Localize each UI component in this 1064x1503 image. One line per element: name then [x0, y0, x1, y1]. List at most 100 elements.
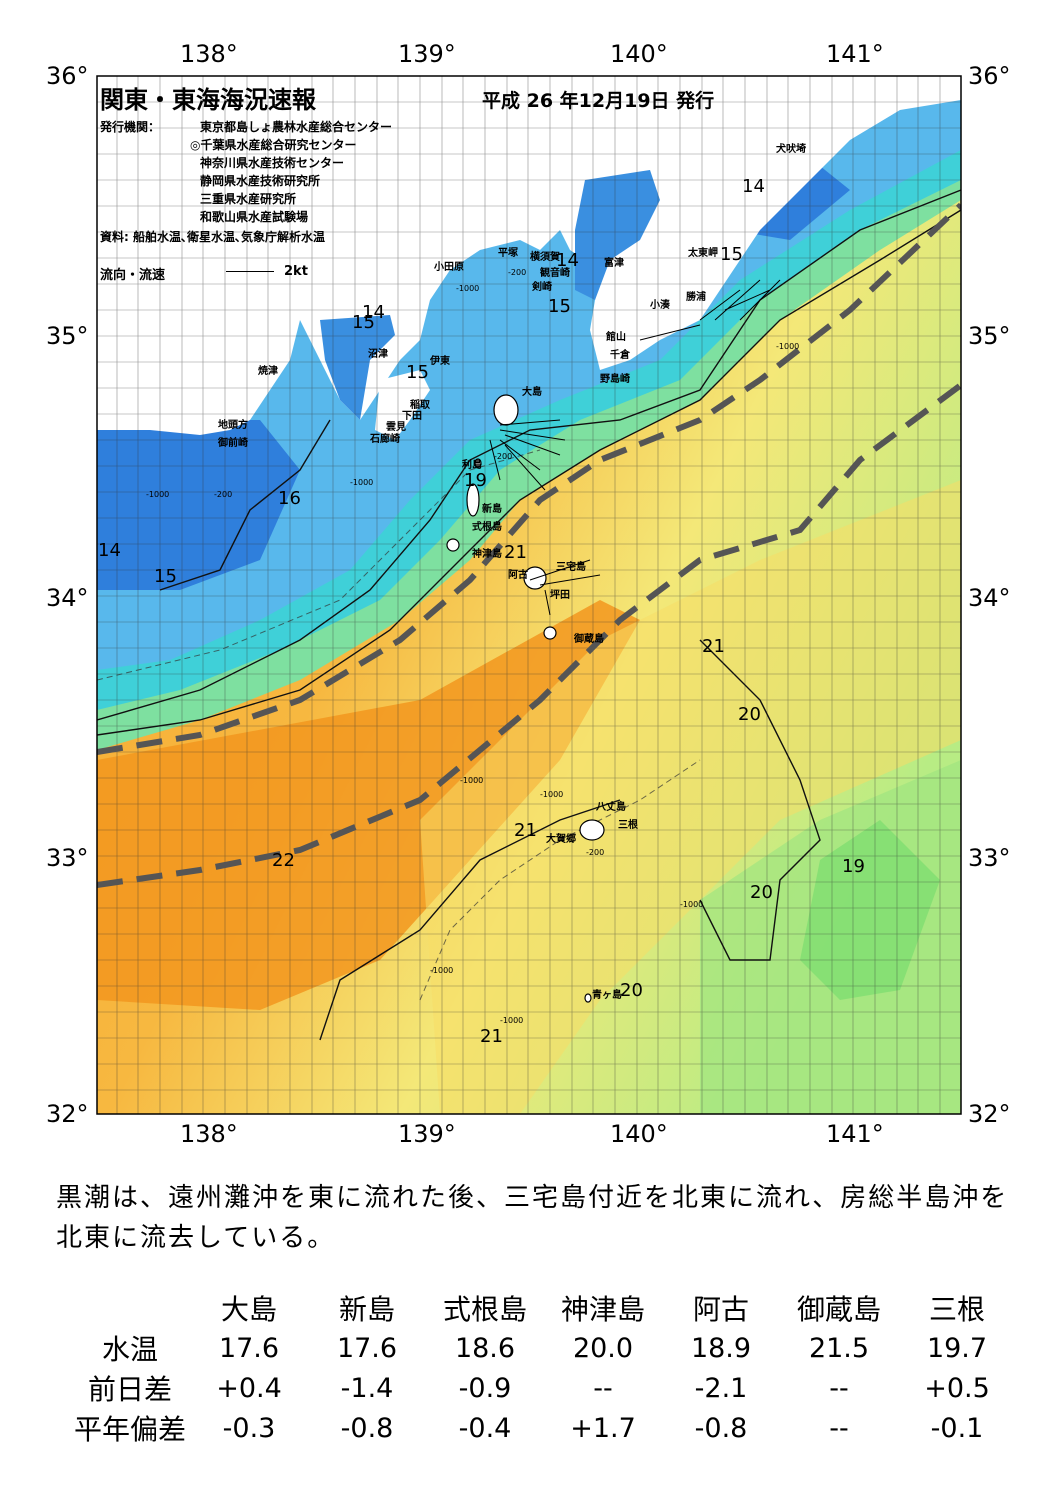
isotherm-label: 15: [154, 566, 177, 587]
place-name: 石廊崎: [370, 434, 400, 445]
tokyo-bay: [575, 170, 660, 300]
isotherms: [97, 189, 961, 1041]
green-core-area: [800, 820, 940, 1000]
place-name: 新島: [482, 504, 502, 515]
isobaths: [97, 449, 701, 1001]
island-niijima: [466, 483, 480, 517]
isotherm-label: 19: [842, 856, 865, 877]
suruga-bay: [320, 315, 395, 420]
place-name: 阿古: [508, 570, 528, 581]
isotherm-label: 14: [556, 250, 579, 271]
publisher-item: 東京都島しょ農林水産総合センター: [200, 120, 393, 134]
lon-tick-top: 139°: [398, 40, 456, 68]
isobath-label: -1000: [680, 900, 704, 909]
place-name: 神津島: [472, 549, 502, 560]
cold-water-west: [97, 420, 300, 590]
place-name: 焼津: [258, 366, 278, 377]
place-name: 伊東: [430, 356, 450, 367]
table-cell: -0.8: [694, 1412, 748, 1444]
lat-tick-left: 33°: [46, 844, 89, 872]
place-name: 三根: [618, 820, 638, 831]
table-corner: [70, 1288, 190, 1328]
isotherm-label: 21: [514, 820, 537, 841]
lat-tick-right: 34°: [968, 584, 1011, 612]
table-cell: -0.1: [930, 1412, 984, 1444]
island-oshima: [493, 394, 519, 426]
place-name: 勝浦: [686, 292, 706, 303]
isobath-label: -1000: [500, 1016, 524, 1025]
place-name: 大賀郷: [546, 834, 576, 845]
place-name: 坪田: [550, 590, 570, 601]
place-name: 八丈島: [596, 802, 626, 813]
lat-tick-left: 34°: [46, 584, 89, 612]
lon-tick-bottom: 141°: [826, 1120, 884, 1148]
column-header: 大島: [220, 1293, 277, 1326]
legend-scale: 2kt: [284, 264, 308, 279]
place-name: 横須賀: [530, 252, 560, 263]
map-title: 関東・東海海況速報: [100, 86, 316, 114]
legend-arrow-icon: [226, 271, 274, 272]
map-svg: [96, 75, 962, 1115]
lon-tick-top: 140°: [610, 40, 668, 68]
table-cell: 21.5: [808, 1332, 870, 1364]
isotherm-label: 21: [504, 542, 527, 563]
place-name: 雲見: [386, 422, 406, 433]
yellow-belt: [420, 480, 961, 1114]
isotherm-label: 14: [362, 302, 385, 323]
place-name: 富津: [604, 258, 624, 269]
place-name: 三宅島: [556, 562, 586, 573]
isobath-label: -1000: [456, 284, 480, 293]
data-source: 資料: 船舶水温､衛星水温､気象庁解析水温: [100, 230, 325, 244]
table-cell: -0.3: [222, 1412, 276, 1444]
column-header: 阿古: [692, 1293, 749, 1326]
island-aogashima: [584, 993, 592, 1003]
column-header: 式根島: [442, 1293, 527, 1326]
lat-tick-right: 32°: [968, 1100, 1011, 1128]
place-name: 青ヶ島: [592, 990, 622, 1001]
table-row: 水温 17.6 17.6 18.6 20.0 18.9 21.5 19.7: [70, 1328, 1016, 1368]
lat-tick-right: 35°: [968, 322, 1011, 350]
place-name: 利島: [462, 460, 482, 471]
place-name: 太東岬: [688, 248, 718, 259]
place-name: 小田原: [434, 262, 464, 273]
place-name: 式根島: [472, 522, 502, 533]
isotherm-label: 20: [750, 882, 773, 903]
table-cell: +0.4: [216, 1372, 282, 1404]
table-row: 平年偏差 -0.3 -0.8 -0.4 +1.7 -0.8 -- -0.1: [70, 1408, 1016, 1448]
isobath-label: -1000: [776, 342, 800, 351]
publisher-item: ◎千葉県水産総合研究センター: [190, 138, 357, 152]
isotherm-label: 21: [480, 1026, 503, 1047]
map-frame: [96, 75, 962, 1115]
island-kozushima: [446, 538, 460, 552]
lat-tick-left: 36°: [46, 62, 89, 90]
observation-table: 大島 新島 式根島 神津島 阿古 御蔵島 三根 水温 17.6 17.6 18.…: [70, 1288, 1016, 1448]
isobath-label: -200: [494, 452, 513, 461]
islands: [446, 394, 605, 1003]
publisher-item: 三重県水産研究所: [200, 192, 297, 206]
place-name: 館山: [606, 332, 626, 343]
legend-label: 流向・流速: [100, 268, 166, 283]
column-header: 三根: [928, 1293, 985, 1326]
publisher-item: 静岡県水産技術研究所: [200, 174, 321, 188]
place-name: 大島: [522, 387, 542, 398]
table-cell: --: [829, 1372, 849, 1404]
sea-temperature-map: 138° 139° 140° 141° 138° 139° 140° 141° …: [46, 40, 1011, 1148]
current-arrows: [489, 279, 781, 616]
place-name: 犬吠埼: [776, 144, 806, 155]
lon-tick-top: 138°: [180, 40, 238, 68]
table-cell: 17.6: [218, 1332, 280, 1364]
table-cell: -1.4: [340, 1372, 394, 1404]
table-cell: 19.7: [926, 1332, 988, 1364]
isotherm-label: 19: [464, 470, 487, 491]
table-cell: -2.1: [694, 1372, 748, 1404]
isotherm-label: 15: [352, 312, 375, 333]
isobath-label: -200: [508, 268, 527, 277]
isotherm-label: 20: [620, 980, 643, 1001]
isotherm-label: 21: [702, 636, 725, 657]
table-row: 前日差 +0.4 -1.4 -0.9 -- -2.1 -- +0.5: [70, 1368, 1016, 1408]
table-cell: -0.9: [458, 1372, 512, 1404]
table-cell: 20.0: [572, 1332, 634, 1364]
isotherm-label: 14: [98, 540, 121, 561]
lon-tick-bottom: 139°: [398, 1120, 456, 1148]
isotherm-label: 15: [720, 244, 743, 265]
